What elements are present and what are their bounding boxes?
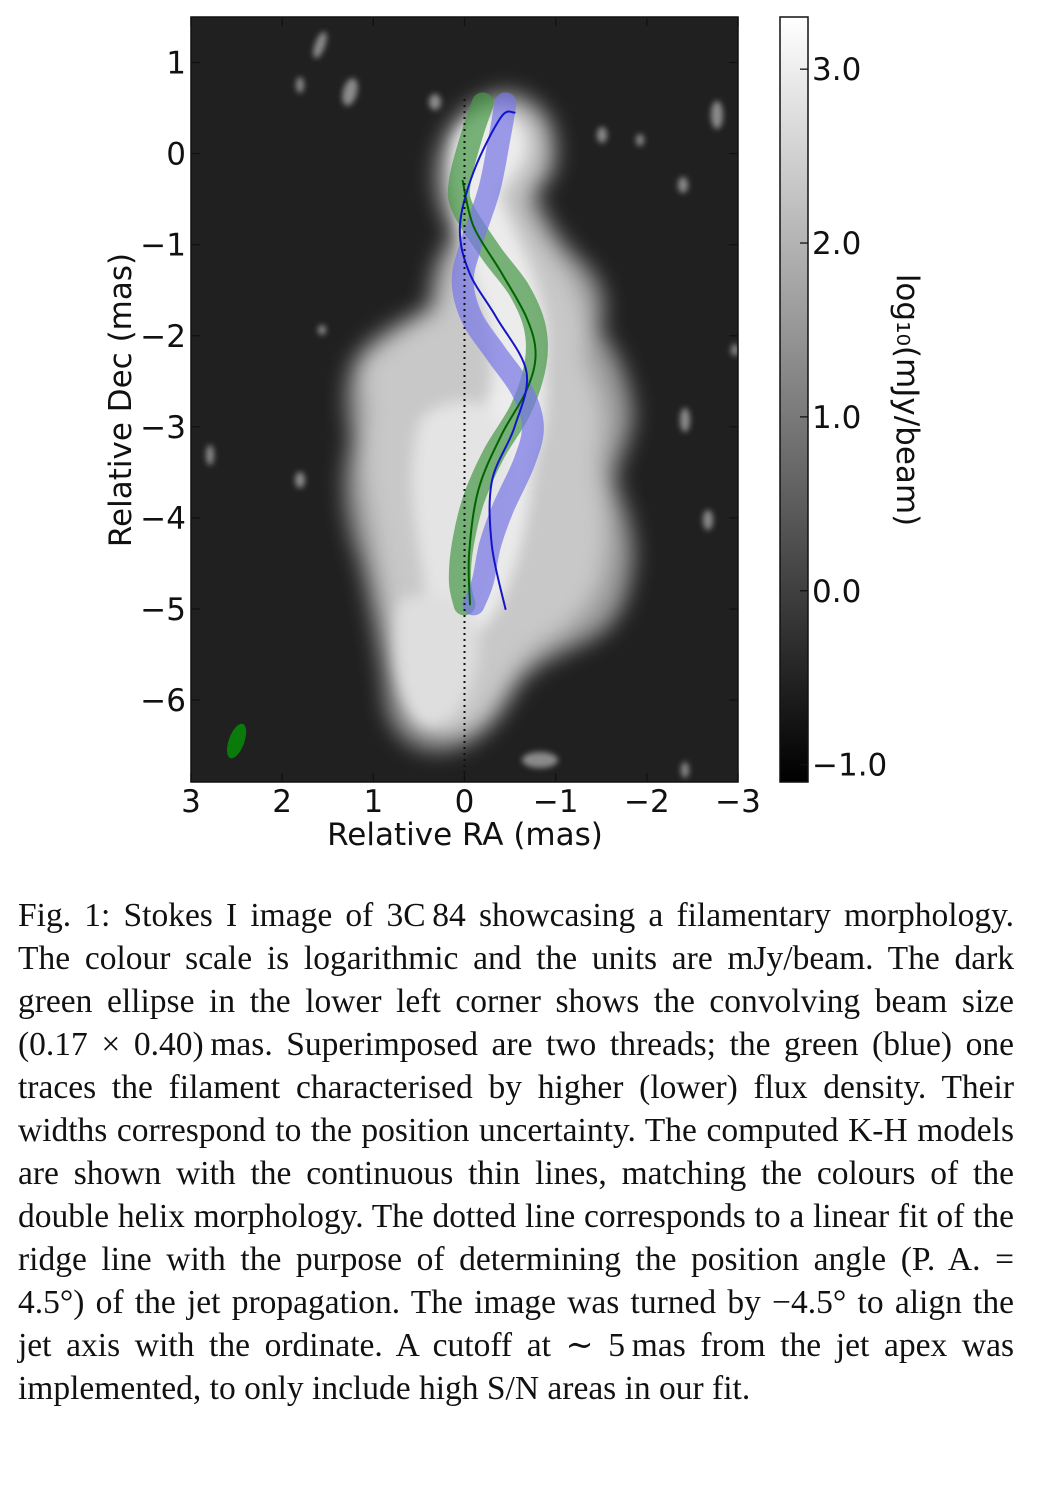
colorbar-tick-label: 0.0 (812, 574, 861, 610)
caption-label: Fig. 1: (18, 897, 111, 934)
x-axis-ticks: 3 2 1 0 −1 −2 −3 (181, 17, 761, 820)
y-tick-label: −6 (140, 683, 186, 719)
y-axis-ticks: 1 0 −1 −2 −3 −4 −5 −6 (140, 46, 738, 719)
x-tick-label: 3 (181, 784, 201, 820)
colorbar-ticks: 3.0 2.0 1.0 0.0 −1.0 (800, 52, 887, 784)
colorbar-tick-label: 3.0 (812, 52, 861, 88)
green-k-h-model-line (461, 179, 537, 606)
figure-canvas: 3 2 1 0 −1 −2 −3 1 0 −1 −2 −3 −4 −5 −6 Relative RA (m… (103, 16, 925, 853)
x-tick-label: −3 (715, 784, 761, 820)
figure-caption: Fig. 1: Stokes I image of 3C 84 showcasi… (18, 894, 1014, 1410)
caption-text: Stokes I image of 3C 84 showcasing a fil… (18, 897, 1015, 1407)
colorbar-tick-label: 2.0 (812, 226, 861, 262)
colorbar-tick-label: −1.0 (812, 748, 887, 784)
y-tick-label: −4 (140, 501, 186, 537)
figure: 3 2 1 0 −1 −2 −3 1 0 −1 −2 −3 −4 −5 −6 Relative RA (m… (103, 16, 925, 853)
y-tick-label: −3 (140, 410, 186, 446)
y-tick-label: −1 (140, 228, 186, 264)
y-tick-label: 0 (166, 137, 186, 173)
y-tick-label: 1 (166, 46, 186, 82)
beam-ellipse (227, 723, 247, 759)
y-tick-label: −2 (140, 319, 186, 355)
colorbar (779, 16, 809, 783)
y-axis-label: Relative Dec (mas) (103, 253, 139, 547)
colorbar-tick-label: 1.0 (812, 400, 861, 436)
x-tick-label: 0 (455, 784, 475, 820)
green-thread-band (447, 92, 549, 616)
x-tick-label: −1 (533, 784, 579, 820)
x-tick-label: 2 (272, 784, 292, 820)
model-lines (458, 98, 537, 782)
y-tick-label: −5 (140, 592, 186, 628)
x-tick-label: 1 (363, 784, 383, 820)
x-axis-label: Relative RA (mas) (327, 817, 603, 853)
blue-k-h-model-line (458, 110, 529, 610)
beam-ellipse-group (227, 723, 247, 759)
colorbar-label: log₁₀(mJy/beam) (889, 274, 925, 526)
x-tick-label: −2 (624, 784, 670, 820)
